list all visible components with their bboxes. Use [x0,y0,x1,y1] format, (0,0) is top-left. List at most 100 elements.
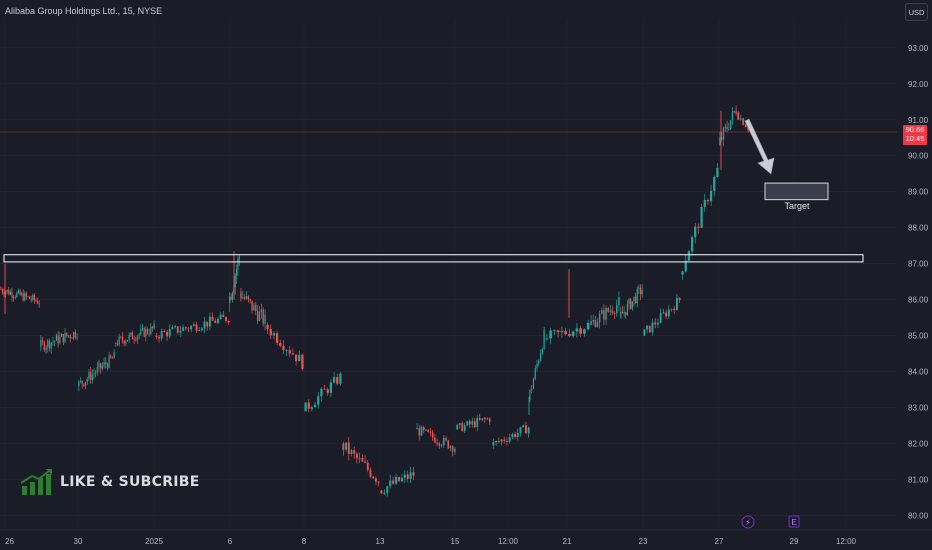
candle-body [264,314,266,324]
growth-chart-icon [20,469,52,495]
candle-body [654,322,657,325]
candle-body [17,290,19,293]
candle-body [724,126,726,128]
price-tick-label: 86.00 [908,296,929,305]
candle-body [447,440,449,449]
candle-body [179,330,182,333]
candle-body [690,237,694,252]
candle-body [675,297,678,311]
candle-body [545,338,549,340]
candle-body [425,429,427,431]
candle-body [262,309,264,324]
current-price-value: 90.66 [906,125,925,134]
candle-body [76,337,78,339]
candle-body [476,418,479,427]
time-tick-label: 23 [639,537,648,546]
candle-body [237,259,239,269]
price-tick-label: 89.00 [908,188,929,197]
price-tick-label: 85.00 [908,332,929,341]
candle-body [151,326,154,329]
candle-body [486,418,489,420]
candle-body [380,490,383,494]
candle-body [721,137,723,140]
price-tick-label: 93.00 [908,44,929,53]
candle-body [639,287,642,295]
candle-body [184,327,187,329]
candle-body [620,311,622,318]
candle-body [317,396,320,405]
candle-body [105,362,107,365]
candle-body [726,126,728,129]
candle-body [592,319,594,322]
candle-body [374,478,377,482]
candle-body [492,442,495,446]
candle-body [556,330,560,333]
candle-body [438,443,441,446]
candle-body [445,437,447,441]
candle-body [468,421,471,425]
price-label-badge: 90.66 10:45 [903,124,927,145]
currency-button[interactable]: USD [905,3,928,21]
candle-body [116,343,119,345]
candle-body [0,288,2,290]
candle-body [30,298,32,300]
candle-body [694,226,697,238]
candle-body [735,111,737,114]
candle-body [115,342,117,344]
candle-body [238,257,240,260]
candle-body [575,328,579,332]
candle-body [488,418,491,422]
candle-body [456,424,459,430]
candle-body [110,355,112,358]
candle-body [182,327,185,331]
dividend-lightning-icon[interactable] [741,515,755,529]
candle-body [336,377,339,384]
candle-body [586,322,590,330]
dividend-marker-symbol: ⚡ [745,518,751,527]
candle-body [71,337,73,339]
candle-body [703,199,706,207]
price-axis[interactable]: 80.00 81.00 82.00 83.00 84.00 85.00 86.00 87.00… [908,44,929,521]
resistance-zone[interactable] [3,254,864,263]
target-zone[interactable] [764,182,829,201]
candle-body [451,446,454,452]
candle-body [730,120,732,129]
candle-body [400,477,403,482]
candle-body [463,425,466,432]
candle-body [431,432,434,438]
candle-body [684,260,687,272]
candle-body [511,433,514,438]
candle-body [613,312,616,314]
time-tick-label: 15 [451,537,460,546]
time-axis[interactable]: 26 30 2025 6 8 13 15 12:00 21 23 27 29 12:00 [0,529,932,546]
candle-body [571,331,575,337]
candle-body [631,301,633,309]
candle-body [121,336,124,341]
candle-body [133,339,135,341]
candle-body [514,433,517,438]
candle-body [298,354,301,362]
candle-body [131,332,134,340]
candle-body [214,320,217,323]
candle-body [86,378,88,382]
candle-body [722,127,725,140]
candle-body [279,342,282,346]
candle-body [307,402,310,409]
candle-body [716,167,719,178]
candle-body [5,291,7,295]
drawing-overlays: Target [0,118,897,263]
candle-body [130,332,132,335]
candle-body [136,336,139,341]
candle-body [69,335,71,338]
candle-body [728,128,730,130]
candle-body [483,418,486,420]
candle-body [473,421,476,427]
candle-body [596,322,599,327]
earnings-icon[interactable] [788,515,800,528]
candle-body [126,339,129,342]
event-markers[interactable]: ⚡ E [741,515,800,529]
candle-body [389,480,392,487]
candle-body [329,382,333,393]
